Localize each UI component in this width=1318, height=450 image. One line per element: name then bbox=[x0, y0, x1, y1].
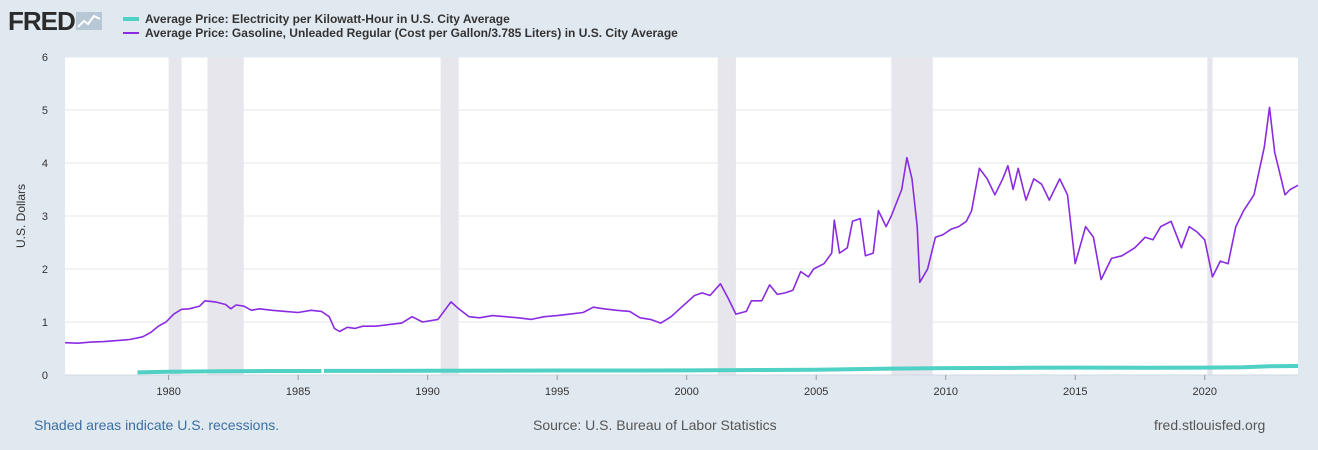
legend-label-gasoline: Average Price: Gasoline, Unleaded Regula… bbox=[145, 26, 678, 40]
x-tick-label: 1980 bbox=[156, 386, 180, 398]
site-url[interactable]: fred.stlouisfed.org bbox=[1154, 417, 1266, 433]
y-axis-label: U.S. Dollars bbox=[14, 184, 28, 248]
x-tick-label: 1995 bbox=[545, 386, 569, 398]
series-line-electricity[interactable] bbox=[137, 369, 322, 375]
x-tick-label: 2000 bbox=[674, 386, 698, 398]
y-tick-label: 4 bbox=[42, 158, 48, 170]
x-tick-label: 1985 bbox=[286, 386, 310, 398]
x-tick-label: 2020 bbox=[1193, 386, 1217, 398]
x-tick-label: 2010 bbox=[933, 386, 957, 398]
logo-text: FRED bbox=[8, 6, 76, 36]
source-text: Source: U.S. Bureau of Labor Statistics bbox=[533, 417, 777, 433]
y-tick-label: 5 bbox=[42, 105, 48, 117]
y-tick-label: 1 bbox=[42, 317, 48, 329]
y-tick-label: 0 bbox=[42, 370, 48, 382]
legend-swatch-electricity bbox=[123, 17, 139, 21]
y-tick-label: 6 bbox=[42, 52, 48, 64]
series-line-gasoline[interactable] bbox=[64, 106, 1299, 345]
recession-note[interactable]: Shaded areas indicate U.S. recessions. bbox=[34, 417, 280, 433]
x-tick-label: 2015 bbox=[1063, 386, 1087, 398]
chart-legend: Average Price: Electricity per Kilowatt-… bbox=[123, 12, 678, 40]
x-tick-label: 1990 bbox=[415, 386, 439, 398]
series-line-electricity[interactable] bbox=[323, 364, 1299, 373]
legend-label-electricity: Average Price: Electricity per Kilowatt-… bbox=[145, 12, 510, 26]
y-tick-label: 2 bbox=[42, 264, 48, 276]
legend-item-electricity[interactable]: Average Price: Electricity per Kilowatt-… bbox=[123, 12, 678, 26]
legend-swatch-gasoline bbox=[123, 32, 139, 34]
y-tick-label: 3 bbox=[42, 211, 48, 223]
x-tick-label: 2005 bbox=[804, 386, 828, 398]
fred-logo[interactable]: FRED bbox=[8, 6, 102, 36]
legend-item-gasoline[interactable]: Average Price: Gasoline, Unleaded Regula… bbox=[123, 26, 678, 40]
chart-line-icon bbox=[75, 12, 102, 30]
